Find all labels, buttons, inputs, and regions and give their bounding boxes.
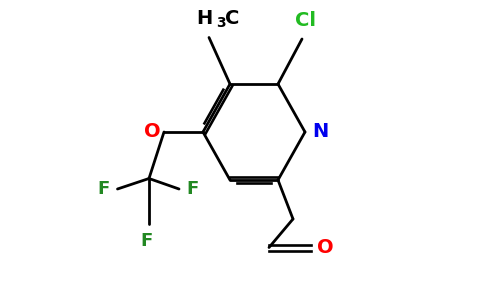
Text: N: N [313,122,329,142]
Text: F: F [98,180,110,198]
Text: O: O [144,122,161,142]
Text: F: F [140,232,152,250]
Text: C: C [226,9,240,28]
Text: 3: 3 [216,16,226,30]
Text: F: F [186,180,199,198]
Text: H: H [196,9,212,28]
Text: Cl: Cl [294,11,316,30]
Text: O: O [317,238,333,257]
